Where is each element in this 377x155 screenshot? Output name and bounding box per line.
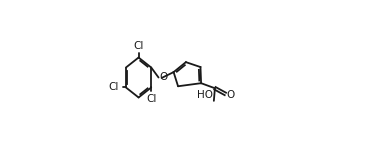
Text: Cl: Cl xyxy=(133,41,144,51)
Text: O: O xyxy=(227,90,235,100)
Text: O: O xyxy=(159,72,167,82)
Text: Cl: Cl xyxy=(109,82,119,93)
Text: HO: HO xyxy=(197,90,213,100)
Text: Cl: Cl xyxy=(146,94,156,104)
